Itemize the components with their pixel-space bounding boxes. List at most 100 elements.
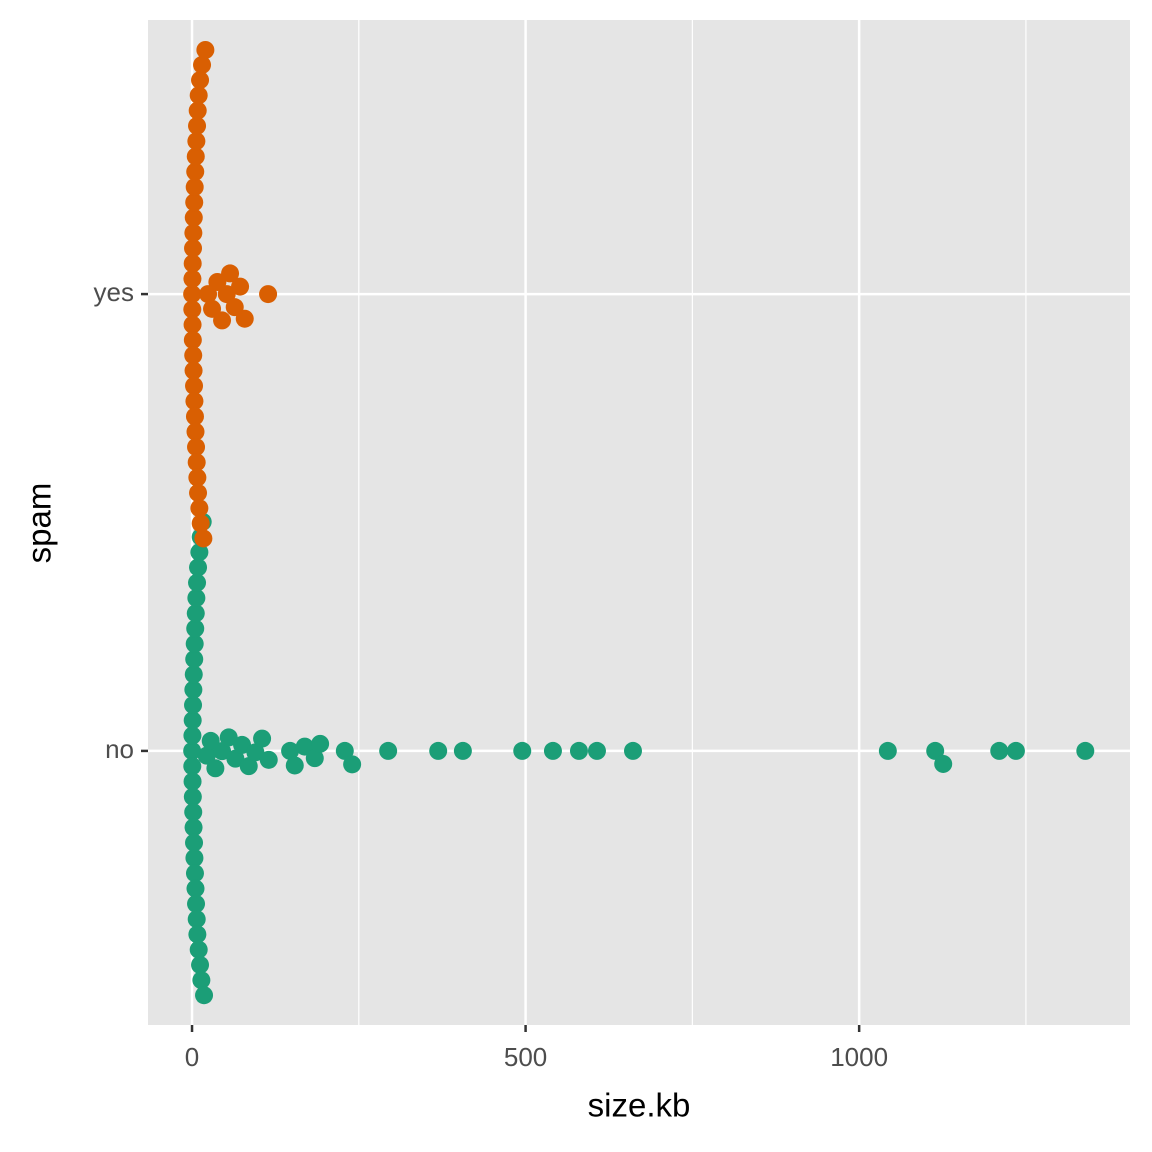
- point: [184, 346, 203, 365]
- point: [187, 910, 206, 929]
- x-axis-title: size.kb: [588, 1087, 691, 1124]
- point: [1006, 741, 1025, 760]
- point: [184, 818, 203, 837]
- point: [219, 728, 238, 747]
- point: [189, 483, 208, 502]
- point: [183, 772, 202, 791]
- point: [185, 848, 204, 867]
- point: [335, 741, 354, 760]
- point: [190, 543, 209, 562]
- point: [183, 711, 202, 730]
- point: [233, 735, 252, 754]
- points: [183, 40, 1095, 1005]
- point: [189, 558, 208, 577]
- point: [184, 361, 203, 380]
- point: [990, 741, 1009, 760]
- point: [253, 729, 272, 748]
- panel: [148, 20, 1130, 1025]
- point: [184, 239, 203, 258]
- point: [587, 741, 606, 760]
- point: [197, 746, 216, 765]
- point: [183, 315, 202, 334]
- point: [186, 604, 205, 623]
- point: [183, 787, 202, 806]
- point: [183, 285, 202, 304]
- point: [186, 147, 205, 166]
- point: [188, 925, 207, 944]
- axes: 0 500 1000 no yes: [94, 277, 889, 1072]
- point: [185, 376, 204, 395]
- point: [187, 132, 206, 151]
- point: [185, 178, 204, 197]
- point: [191, 514, 210, 533]
- point: [192, 971, 211, 990]
- point: [1076, 741, 1095, 760]
- point: [226, 749, 245, 768]
- point: [186, 619, 205, 638]
- point: [186, 422, 205, 441]
- point: [926, 741, 945, 760]
- point: [183, 300, 202, 319]
- point: [543, 741, 562, 760]
- x-tick-label: 1000: [830, 1042, 888, 1072]
- x-tick-label: 500: [504, 1042, 547, 1072]
- point: [213, 742, 232, 761]
- point: [221, 264, 240, 283]
- y-axis-title: spam: [21, 483, 58, 564]
- point: [184, 208, 203, 227]
- y-tick-label: yes: [94, 277, 134, 307]
- point: [184, 665, 203, 684]
- point: [184, 803, 203, 822]
- point: [189, 86, 208, 105]
- point: [185, 634, 204, 653]
- point: [183, 757, 202, 776]
- point: [217, 285, 236, 304]
- point: [188, 116, 207, 135]
- point: [185, 392, 204, 411]
- point: [187, 588, 206, 607]
- y-tick-label: no: [105, 734, 134, 764]
- point: [185, 650, 204, 669]
- point: [183, 254, 202, 273]
- point: [186, 879, 205, 898]
- point: [183, 726, 202, 745]
- point: [623, 741, 642, 760]
- point: [259, 285, 278, 304]
- point: [878, 741, 897, 760]
- point: [195, 986, 214, 1005]
- point: [187, 438, 206, 457]
- point: [188, 573, 207, 592]
- point: [934, 754, 953, 773]
- point: [191, 71, 210, 90]
- point: [183, 269, 202, 288]
- point: [184, 696, 203, 715]
- point: [429, 741, 448, 760]
- point: [231, 277, 250, 296]
- point: [343, 755, 362, 774]
- point: [281, 741, 300, 760]
- point: [189, 940, 208, 959]
- point: [513, 741, 532, 760]
- point: [235, 309, 254, 328]
- point: [188, 468, 207, 487]
- point: [379, 741, 398, 760]
- point: [190, 499, 209, 518]
- point: [453, 741, 472, 760]
- point: [208, 272, 227, 291]
- point: [259, 750, 278, 769]
- point: [311, 734, 330, 753]
- point: [206, 759, 225, 778]
- point: [187, 453, 206, 472]
- point: [213, 311, 232, 330]
- point: [239, 757, 258, 776]
- point: [199, 285, 218, 304]
- point: [194, 529, 213, 548]
- point: [285, 756, 304, 775]
- point: [246, 743, 265, 762]
- point: [185, 193, 204, 212]
- point: [185, 407, 204, 426]
- x-tick-label: 0: [185, 1042, 199, 1072]
- point: [188, 101, 207, 120]
